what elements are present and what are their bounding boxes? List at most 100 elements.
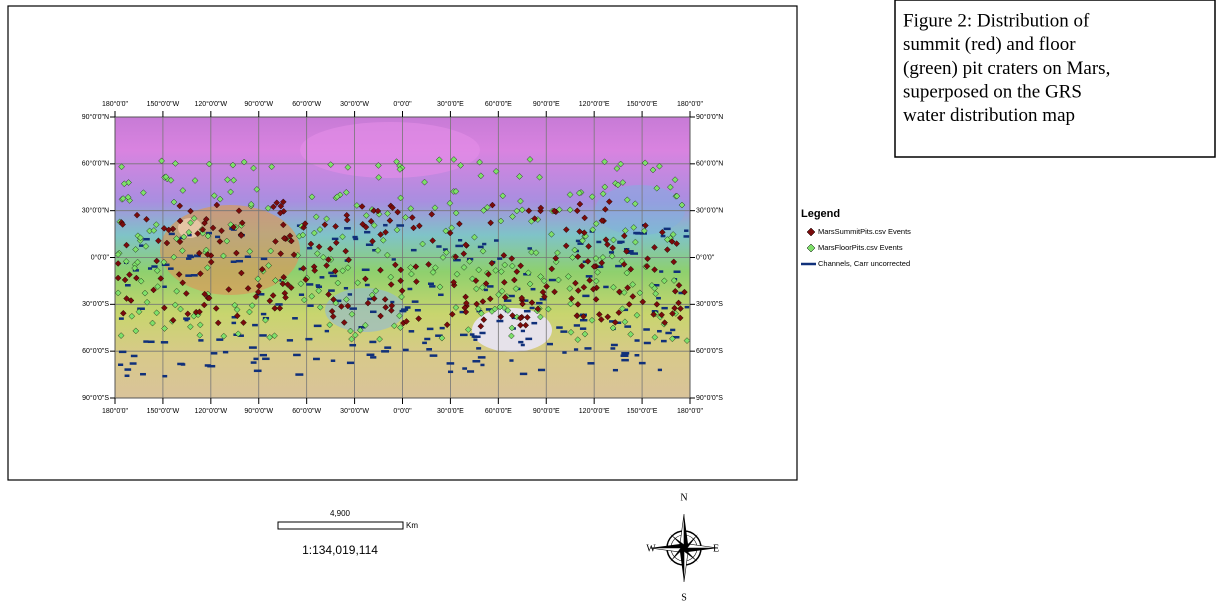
- channel-segment: [253, 358, 258, 361]
- longitude-label: 90°0'0"W: [244, 100, 273, 108]
- legend-symbol: [807, 244, 815, 252]
- channel-segment: [254, 370, 262, 373]
- channel-segment: [430, 354, 438, 357]
- channel-segment: [610, 347, 615, 350]
- channel-segment: [130, 362, 137, 365]
- map: [115, 117, 690, 398]
- channel-segment: [621, 352, 629, 355]
- channel-segment: [314, 325, 322, 328]
- channel-segment: [556, 326, 563, 329]
- longitude-label: 90°0'0"E: [533, 407, 560, 415]
- channel-segment: [292, 317, 298, 320]
- longitude-label: 90°0'0"E: [533, 100, 560, 108]
- scale-unit: Km: [406, 521, 418, 530]
- channel-segment: [661, 340, 667, 343]
- channel-segment: [352, 236, 357, 239]
- channel-segment: [139, 244, 143, 247]
- channel-segment: [320, 276, 325, 279]
- longitude-label: 120°0'0"E: [579, 407, 610, 415]
- channel-segment: [365, 284, 370, 287]
- channel-segment: [125, 375, 130, 378]
- channel-segment: [162, 375, 167, 378]
- channel-segment: [313, 358, 320, 361]
- channel-segment: [455, 245, 463, 248]
- channel-segment: [617, 241, 622, 244]
- channel-segment: [684, 229, 688, 232]
- longitude-label: 120°0'0"W: [194, 100, 227, 108]
- channel-segment: [656, 297, 661, 300]
- channel-segment: [639, 362, 646, 365]
- scale-bar-rect: [278, 522, 403, 529]
- channel-segment: [536, 302, 542, 305]
- channel-segment: [643, 328, 650, 331]
- channel-segment: [131, 355, 138, 358]
- longitude-label: 150°0'0"W: [147, 100, 180, 108]
- channel-segment: [191, 274, 198, 277]
- channel-segment: [252, 324, 258, 327]
- channel-segment: [494, 239, 499, 242]
- channel-segment: [484, 289, 488, 292]
- channel-segment: [403, 349, 409, 352]
- compass-west: W: [646, 543, 656, 554]
- channel-segment: [473, 336, 481, 339]
- channel-segment: [562, 351, 566, 354]
- channel-segment: [348, 293, 352, 296]
- channel-segment: [215, 236, 220, 239]
- channel-segment: [245, 255, 251, 258]
- channel-segment: [674, 270, 681, 273]
- channel-segment: [262, 358, 269, 361]
- longitude-label: 180°0'0": [677, 100, 704, 108]
- channel-segment: [530, 307, 535, 310]
- compass-north: N: [680, 492, 687, 503]
- latitude-label: 30°0'0"N: [696, 207, 723, 215]
- channel-segment: [211, 352, 218, 355]
- channel-segment: [462, 367, 467, 370]
- channel-segment: [479, 332, 485, 335]
- terrain-region: [300, 122, 480, 178]
- longitude-label: 120°0'0"E: [579, 100, 610, 108]
- channel-segment: [370, 356, 376, 359]
- caption-line: Figure 2: Distribution of: [903, 10, 1090, 31]
- channel-segment: [609, 251, 614, 254]
- channel-segment: [644, 342, 651, 345]
- channel-segment: [633, 232, 640, 235]
- latitude-label: 0°0'0": [91, 253, 110, 261]
- channel-segment: [344, 287, 348, 290]
- longitude-label: 150°0'0"E: [627, 407, 658, 415]
- channel-segment: [405, 306, 411, 309]
- channel-segment: [328, 289, 335, 292]
- channel-segment: [295, 373, 303, 376]
- caption-line: superposed on the GRS: [903, 81, 1082, 102]
- channel-segment: [467, 370, 474, 373]
- channel-segment: [472, 360, 480, 363]
- channel-segment: [658, 369, 662, 372]
- longitude-label: 60°0'0"E: [485, 407, 512, 415]
- channel-segment: [260, 354, 267, 357]
- channel-segment: [518, 341, 523, 344]
- channel-segment: [251, 361, 257, 364]
- channel-segment: [549, 279, 556, 282]
- longitude-label: 60°0'0"W: [292, 100, 321, 108]
- channel-segment: [412, 300, 419, 303]
- channel-segment: [525, 338, 532, 341]
- channel-segment: [396, 224, 404, 227]
- channel-segment: [236, 260, 243, 263]
- legend-label: Channels, Carr uncorrected: [818, 259, 910, 268]
- legend-symbol: [807, 228, 815, 236]
- longitude-label: 30°0'0"E: [437, 407, 464, 415]
- latitude-label: 90°0'0"S: [696, 394, 723, 402]
- legend-label: MarsSummitPits.csv Events: [818, 227, 911, 236]
- legend-title: Legend: [801, 208, 840, 220]
- scale-ratio: 1:134,019,114: [302, 543, 378, 557]
- latitude-label: 30°0'0"S: [696, 300, 723, 308]
- channel-segment: [440, 327, 445, 330]
- channel-segment: [148, 267, 152, 270]
- channel-segment: [574, 348, 578, 351]
- channel-segment: [143, 340, 148, 343]
- scale-bar: 4,900 Km 1:134,019,114: [278, 509, 418, 557]
- channel-segment: [316, 284, 321, 287]
- channel-segment: [621, 359, 629, 362]
- channel-segment: [415, 309, 421, 312]
- channel-segment: [400, 310, 407, 313]
- channel-segment: [349, 344, 356, 347]
